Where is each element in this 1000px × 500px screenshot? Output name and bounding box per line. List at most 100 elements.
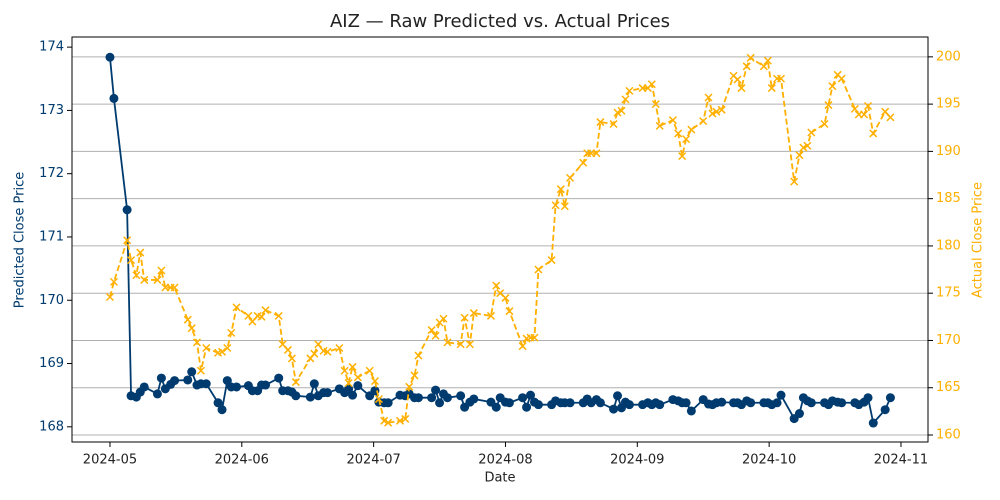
y-tick-label: 173 <box>39 103 64 118</box>
point-marker <box>140 275 149 284</box>
point-marker <box>192 338 202 347</box>
point-marker <box>139 382 149 392</box>
point-marker <box>880 405 890 415</box>
point-marker <box>283 345 292 354</box>
point-marker <box>807 128 816 137</box>
point-marker <box>799 143 808 152</box>
y-axis-label: Predicted Close Price <box>13 172 28 308</box>
point-marker <box>201 379 211 389</box>
y-tick-label: 172 <box>39 166 64 181</box>
y-tick-label: 171 <box>39 229 64 244</box>
point-marker <box>105 52 115 62</box>
point-marker <box>886 113 895 122</box>
point-marker <box>274 373 284 383</box>
point-marker <box>733 75 742 84</box>
point-marker <box>609 404 619 414</box>
point-marker <box>401 414 410 423</box>
point-marker <box>257 312 266 321</box>
y2-tick-label: 175 <box>936 286 961 301</box>
point-marker <box>530 333 539 342</box>
point-marker <box>655 121 664 130</box>
series-line <box>109 57 892 425</box>
y2-tick-label: 195 <box>936 97 961 112</box>
point-marker <box>353 373 362 382</box>
point-marker <box>156 373 166 383</box>
point-marker <box>213 398 223 408</box>
point-marker <box>413 393 423 403</box>
point-marker <box>456 340 465 349</box>
x-tick-label: 2024-10 <box>742 453 796 468</box>
point-marker <box>560 202 569 211</box>
point-marker <box>348 390 358 400</box>
point-marker <box>746 398 756 408</box>
point-marker <box>410 371 419 380</box>
point-marker <box>314 340 323 349</box>
point-marker <box>153 275 162 284</box>
point-marker <box>699 117 708 126</box>
point-marker <box>232 382 242 392</box>
point-marker <box>565 398 575 408</box>
point-marker <box>595 398 605 408</box>
point-marker <box>492 281 501 290</box>
point-marker <box>384 418 393 427</box>
x-tick-label: 2024-08 <box>478 453 532 468</box>
point-marker <box>431 331 440 340</box>
point-marker <box>232 303 241 312</box>
point-marker <box>704 93 713 102</box>
point-marker <box>613 108 622 117</box>
point-marker <box>344 378 353 388</box>
point-marker <box>170 283 179 292</box>
point-marker <box>105 292 114 302</box>
point-marker <box>340 366 349 375</box>
point-marker <box>566 173 575 182</box>
y-tick-label: 170 <box>39 293 64 308</box>
point-marker <box>717 105 726 114</box>
point-marker <box>456 391 466 401</box>
y2-tick-label: 165 <box>936 380 961 395</box>
point-marker <box>850 104 859 113</box>
point-marker <box>674 129 683 138</box>
point-marker <box>109 93 119 103</box>
point-marker <box>837 74 846 83</box>
y2-tick-label: 190 <box>936 144 961 159</box>
point-marker <box>183 375 193 385</box>
point-marker <box>794 409 804 419</box>
point-marker <box>742 62 751 71</box>
point-marker <box>655 400 665 410</box>
y2-tick-label: 170 <box>936 333 961 348</box>
point-marker <box>123 236 132 245</box>
point-marker <box>261 306 270 315</box>
point-marker <box>803 141 812 150</box>
point-marker <box>505 307 514 316</box>
point-marker <box>863 393 873 403</box>
y2-tick-label: 200 <box>936 49 961 64</box>
point-marker <box>534 265 543 274</box>
point-marker <box>621 95 630 104</box>
point-marker <box>323 347 332 356</box>
point-marker <box>442 393 452 403</box>
point-marker <box>682 135 691 144</box>
point-marker <box>651 100 660 109</box>
x-tick-label: 2024-07 <box>346 453 400 468</box>
point-marker <box>686 406 696 416</box>
point-marker <box>132 271 141 280</box>
point-marker <box>183 315 192 324</box>
point-marker <box>526 390 536 400</box>
point-marker <box>291 378 300 387</box>
point-marker <box>776 74 786 83</box>
point-marker <box>681 398 691 408</box>
point-marker <box>763 56 772 65</box>
point-marker <box>820 119 829 129</box>
point-marker <box>353 381 363 391</box>
x-tick-label: 2024-05 <box>83 453 137 468</box>
point-marker <box>551 201 560 210</box>
point-marker <box>310 349 319 358</box>
point-marker <box>885 393 895 403</box>
point-marker <box>533 400 543 410</box>
point-marker <box>383 398 393 408</box>
point-marker <box>322 388 332 398</box>
x-tick-label: 2024-09 <box>610 453 664 468</box>
point-marker <box>837 398 847 408</box>
point-marker <box>427 393 437 403</box>
point-marker <box>501 293 510 302</box>
